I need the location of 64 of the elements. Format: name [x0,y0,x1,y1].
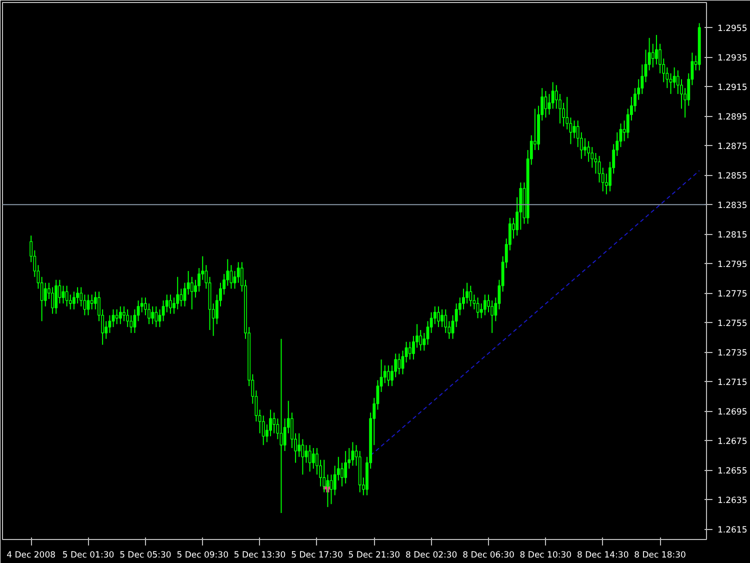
candlestick [408,341,412,360]
y-tick-label: 1.2795 [718,260,748,270]
candlestick [118,306,122,325]
candlestick [469,285,472,307]
candlestick [398,353,401,375]
x-tick-label: 5 Dec 01:30 [62,550,114,560]
x-tick-label: 8 Dec 18:30 [634,550,686,560]
y-tick-label: 1.2675 [718,437,748,448]
candlestick [180,288,183,307]
x-tick-label: 8 Dec 14:30 [576,550,629,560]
y-tick-label: 1.2855 [718,172,748,182]
candlestick [584,138,586,156]
candlestick [312,448,315,470]
candlestick [51,286,54,314]
candlestick [440,308,444,328]
y-tick-label: 1.2655 [718,466,748,477]
y-tick-label: 1.2635 [718,496,748,506]
candlestick [308,444,312,472]
candlestick [304,444,308,464]
candlestick [386,364,390,387]
y-tick-label: 1.2895 [718,112,748,123]
candlestick [326,474,330,508]
candlestick [65,285,68,307]
y-tick-label: 1.2875 [718,142,748,152]
candlestick [90,294,94,310]
candlestick [112,308,115,328]
y-tick-label: 1.2815 [718,230,748,241]
candlestick [344,450,348,484]
y-tick-label: 1.2775 [718,290,748,300]
x-tick-label: 8 Dec 06:30 [462,550,514,560]
candlestick [44,282,47,307]
candlestick [151,306,154,325]
y-tick-label: 1.2835 [718,201,748,212]
candlestick [351,442,354,466]
candlestick [437,306,440,328]
y-tick-label: 1.2695 [718,408,748,418]
y-tick-label: 1.2715 [718,378,748,388]
candlestick [483,294,486,316]
candlestick [476,297,480,319]
x-tick-label: 4 Dec 2008 [6,550,56,560]
x-tick-label: 5 Dec 09:30 [176,550,229,560]
y-tick-label: 1.2615 [718,526,748,536]
y-tick-label: 1.2915 [718,83,748,94]
candlestick [176,276,180,310]
candlestick [54,279,58,314]
y-tick-label: 1.2735 [718,348,748,359]
candlestick [651,43,654,68]
x-tick-label: 5 Dec 21:30 [348,550,400,560]
candlestick [154,306,158,328]
x-tick-label: 5 Dec 17:30 [291,550,343,560]
candlestick [298,432,301,458]
x-tick-label: 8 Dec 10:30 [520,550,572,560]
candlestick [86,294,90,316]
candlestick [654,34,658,65]
y-tick-label: 1.2755 [718,319,748,330]
x-tick-label: 5 Dec 05:30 [120,550,172,560]
candlestick [115,308,118,325]
x-tick-label: 5 Dec 13:30 [234,550,286,560]
candlestick [168,294,172,314]
x-tick-label: 8 Dec 02:30 [405,550,458,560]
candlestick [72,291,76,310]
y-tick-label: 1.2935 [718,54,748,64]
candlestick [544,90,548,118]
y-tick-label: 1.2955 [718,24,748,34]
